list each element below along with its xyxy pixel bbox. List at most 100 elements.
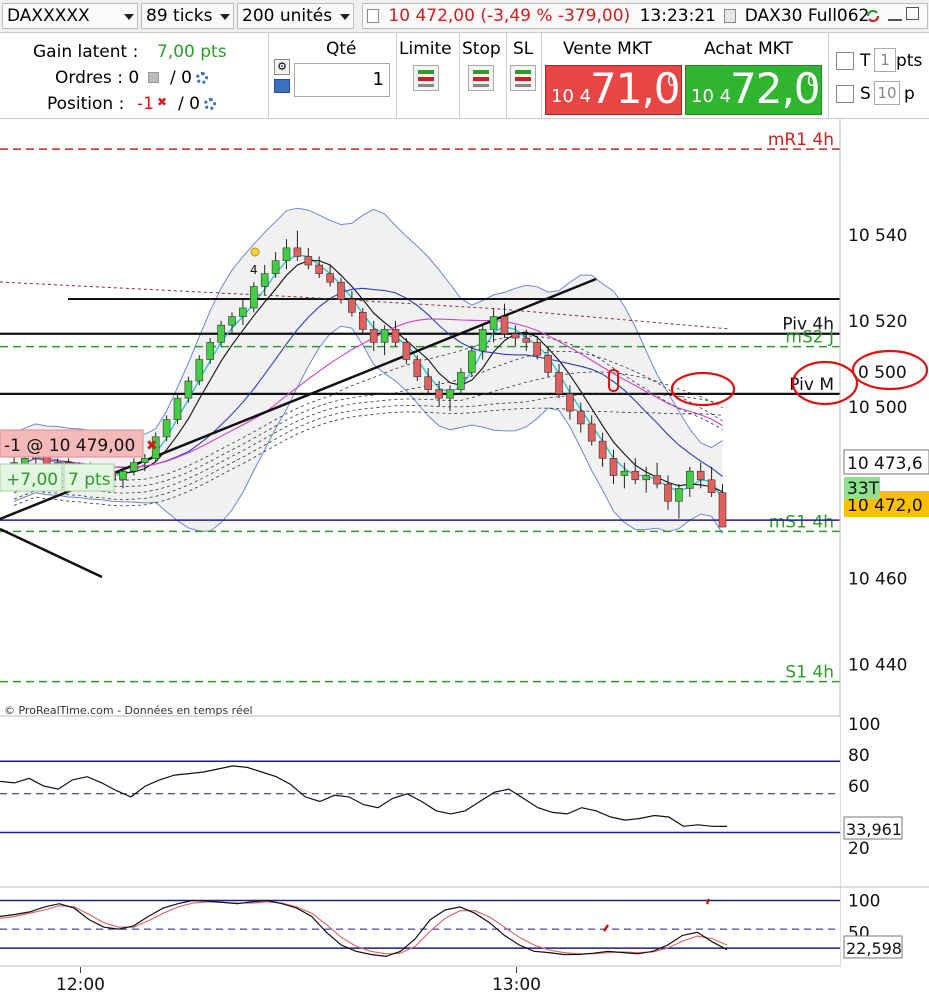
- candle-body: [664, 483, 672, 502]
- settings-icon[interactable]: [204, 98, 216, 110]
- moving-average-line: [13, 350, 723, 488]
- chart-name: DAX30 Full062: [744, 6, 870, 26]
- level-label: Piv 4h: [782, 315, 834, 335]
- period-label: 89 ticks: [146, 6, 213, 26]
- trailing-checkbox[interactable]: [836, 52, 854, 70]
- refresh-icon[interactable]: [864, 7, 882, 25]
- stop-order-button[interactable]: [468, 65, 494, 91]
- candle-body: [609, 458, 618, 476]
- buy-price-big: 72,0: [730, 64, 821, 113]
- candle-body: [413, 359, 422, 377]
- price-tick-label: 10 460: [848, 570, 907, 590]
- close-position-icon[interactable]: ✖: [157, 95, 168, 109]
- oscillator-1-panel[interactable]: 100 80 60 20 33,961: [0, 715, 929, 888]
- minimize-button[interactable]: [888, 7, 902, 21]
- time-axis-bg: [0, 967, 929, 993]
- candle-body: [653, 475, 661, 485]
- osc1-tick-label: 100: [848, 715, 880, 735]
- candle-body: [358, 311, 367, 330]
- candle-body: [369, 329, 378, 343]
- position-tag[interactable]: -1 @ 10 479,00 ✖: [0, 429, 158, 458]
- osc1-tick-label: 80: [848, 746, 870, 766]
- osc2-value-tag: 22,598: [843, 935, 903, 959]
- bollinger-band-fill: [14, 208, 723, 534]
- units-dropdown[interactable]: 200 unités: [237, 3, 354, 29]
- osc2-main-line: [0, 899, 728, 958]
- wrench-icon[interactable]: ⚙: [274, 59, 290, 75]
- sell-price-small: 10 4: [551, 86, 592, 107]
- candle-body: [675, 488, 683, 502]
- sell-price-sup: 0: [666, 71, 677, 90]
- candle-body: [620, 470, 629, 476]
- candle-body: [631, 470, 640, 481]
- candle-body: [271, 260, 280, 274]
- osc2-value-bg: [843, 935, 903, 959]
- stop-loss-button[interactable]: [510, 65, 536, 91]
- buy-market-button[interactable]: 10 4 72,0 0: [685, 64, 822, 115]
- candle-body: [522, 337, 531, 343]
- osc1-line: [0, 765, 728, 827]
- tick-count-label: 33T: [847, 479, 880, 499]
- current-price-tag: 10 472,0 33T: [844, 477, 929, 517]
- level-label: Piv M: [789, 375, 834, 395]
- candle-body: [293, 247, 302, 257]
- annotation-circle-text: 0 500: [858, 363, 907, 383]
- candle-body: [587, 423, 596, 442]
- candle-body: [598, 440, 607, 459]
- position-sep: / 0: [178, 94, 200, 114]
- stop-checkbox[interactable]: [836, 85, 854, 103]
- t-input[interactable]: 1: [874, 48, 896, 72]
- keypad-icon[interactable]: [274, 79, 290, 93]
- candle-body: [337, 281, 345, 300]
- last-price-tag: 10 473,6: [843, 449, 929, 475]
- level-label: mS1 4h: [769, 512, 834, 532]
- position-value: -1: [137, 94, 154, 114]
- candle-body: [151, 436, 160, 459]
- gain-label: Gain latent :: [33, 42, 139, 62]
- divider: [541, 33, 542, 119]
- candle-body: [696, 470, 705, 481]
- instrument-dropdown[interactable]: DAXXXXX: [2, 3, 138, 29]
- limit-order-button[interactable]: [413, 65, 439, 91]
- s-input[interactable]: 10: [874, 81, 900, 105]
- order-icon: [148, 72, 159, 83]
- osc1-bg: [0, 717, 840, 887]
- settings-icon[interactable]: [196, 72, 208, 84]
- close-position-icon[interactable]: ✖: [146, 438, 158, 454]
- candle-body: [173, 397, 182, 420]
- watermark: © ProRealTime.com - Données en temps rée…: [4, 704, 253, 717]
- last-price-label: 10 473,6: [847, 454, 923, 474]
- candle-body: [250, 286, 258, 309]
- trade-panel: Gain latent : 7,00 pts Ordres : 0 / 0 Po…: [0, 33, 929, 119]
- candle-body: [489, 316, 498, 330]
- info-icon: [367, 9, 379, 23]
- pnl-tag: +7,00 7 pts: [0, 463, 115, 492]
- price-axis: 10 540 10 520 10 500 10 460 10 440: [848, 226, 907, 675]
- osc1-value-tag: 33,961: [843, 816, 903, 840]
- maximize-button[interactable]: [906, 7, 919, 20]
- orders-label: Ordres : 0: [55, 68, 140, 88]
- position-tag-bg: [0, 429, 144, 458]
- divider: [506, 33, 507, 119]
- moving-average-line: [13, 335, 723, 481]
- candle-body: [228, 316, 236, 326]
- divider: [459, 33, 460, 119]
- alert-bell-icon: [250, 247, 260, 257]
- qty-label: Qté: [326, 39, 357, 59]
- candle-body: [511, 333, 520, 339]
- candle-body: [402, 342, 411, 360]
- sell-market-button[interactable]: 10 4 71,0 0: [545, 64, 682, 115]
- price-tick-label: 10 500: [848, 398, 907, 418]
- pts-label: pts: [896, 51, 923, 71]
- instrument-label: DAXXXXX: [7, 6, 90, 26]
- chevron-down-icon: [124, 14, 134, 20]
- qty-input[interactable]: 1: [294, 63, 390, 97]
- osc2-value-label: 22,598: [846, 939, 902, 958]
- sell-label: Vente MKT: [563, 39, 652, 59]
- osc1-value-label: 33,961: [846, 820, 902, 839]
- stop-label: Stop: [462, 39, 501, 59]
- period-dropdown[interactable]: 89 ticks: [141, 3, 234, 29]
